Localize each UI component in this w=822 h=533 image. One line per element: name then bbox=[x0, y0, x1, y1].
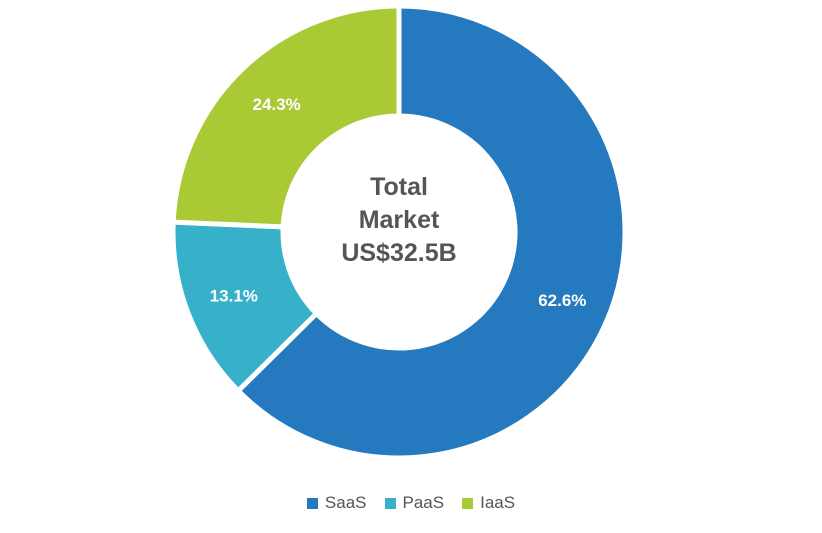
slice-labels: 62.6% 13.1% 24.3% bbox=[210, 95, 587, 310]
center-label-line-1: Total bbox=[370, 173, 428, 201]
legend-label-iaas: IaaS bbox=[480, 493, 516, 512]
slice-iaas bbox=[170, 3, 402, 230]
slice-saas bbox=[234, 3, 628, 461]
legend-item-paas: PaaS bbox=[384, 493, 445, 513]
legend-label-saas: SaaS bbox=[324, 493, 367, 512]
legend-item-saas: SaaS bbox=[306, 493, 367, 513]
center-label: Total Market US$32.5B bbox=[341, 173, 456, 267]
legend-item-iaas: IaaS bbox=[462, 493, 515, 513]
legend-swatch-iaas bbox=[462, 497, 474, 509]
slice-label-paas: 13.1% bbox=[210, 287, 258, 306]
center-label-line-2: Market bbox=[359, 206, 440, 234]
donut-slices bbox=[170, 3, 628, 461]
slice-label-iaas: 24.3% bbox=[253, 95, 301, 114]
legend-label-paas: PaaS bbox=[402, 493, 445, 512]
slice-label-saas: 62.6% bbox=[538, 291, 586, 310]
legend-swatch-paas bbox=[384, 497, 396, 509]
chart-legend: SaaS PaaS IaaS bbox=[0, 493, 822, 513]
legend-swatch-saas bbox=[306, 497, 318, 509]
center-label-line-3: US$32.5B bbox=[341, 239, 456, 267]
